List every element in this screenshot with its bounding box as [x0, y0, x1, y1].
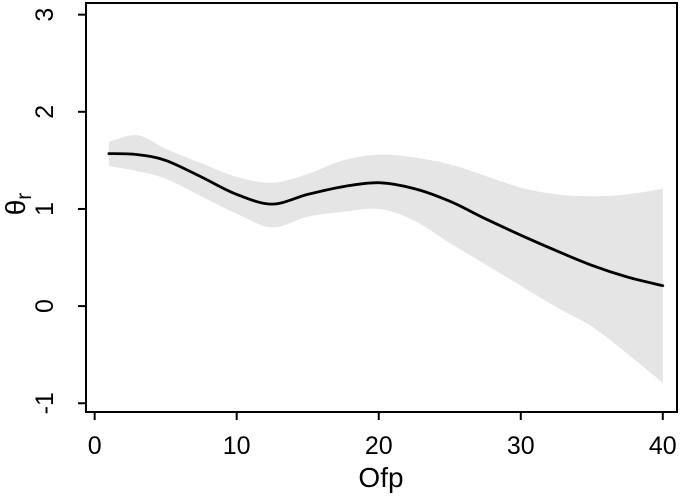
- ticks-layer: 0 10 20 30 40 -1 0 1 2 3: [31, 8, 677, 460]
- y-tick-label: 3: [31, 8, 59, 22]
- x-tick-label: 20: [365, 432, 393, 460]
- y-axis-title: θr: [0, 193, 36, 216]
- fit-line-layer: [107, 152, 665, 288]
- y-axis-title-text: θ: [0, 200, 31, 216]
- x-tick-label: 30: [507, 432, 535, 460]
- y-tick-label: -1: [31, 392, 59, 414]
- x-axis-title: Ofp: [358, 462, 403, 493]
- fit-line: [107, 152, 665, 288]
- x-tick-label: 40: [649, 432, 677, 460]
- y-tick-label: 1: [31, 202, 59, 216]
- y-axis-title-subscript: r: [13, 193, 36, 200]
- x-axis-title-text: Ofp: [358, 462, 403, 493]
- plot-box: [85, 2, 678, 413]
- x-tick-label: 0: [88, 432, 102, 460]
- y-tick-label: 2: [31, 105, 59, 119]
- axes-layer: [85, 2, 678, 413]
- y-tick-label: 0: [31, 299, 59, 313]
- x-tick-label: 10: [223, 432, 251, 460]
